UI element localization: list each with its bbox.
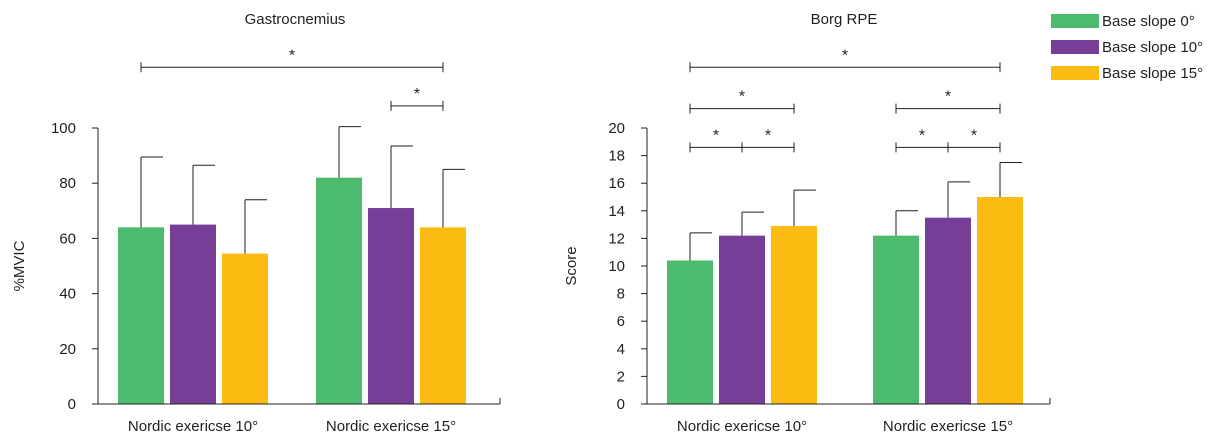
significance-label-3: * <box>765 127 771 144</box>
y-tick-label: 40 <box>59 286 76 303</box>
y-tick-label: 80 <box>59 175 76 192</box>
significance-label-1: * <box>739 89 745 106</box>
y-tick-label: 4 <box>617 341 625 358</box>
y-tick-label: 10 <box>608 258 625 275</box>
x-tick-label: Nordic exericse 15° <box>883 418 1013 435</box>
significance-label-2: * <box>713 127 719 144</box>
significance-label-4: * <box>945 89 951 106</box>
y-axis-label: Score <box>563 246 580 285</box>
bar-1-0 <box>873 235 919 404</box>
bar-0-1 <box>170 224 216 404</box>
y-tick-label: 0 <box>617 396 625 413</box>
legend-item-base-slope-15: Base slope 15° <box>1051 60 1203 86</box>
significance-label-0: * <box>289 47 295 64</box>
bar-1-1 <box>368 208 414 404</box>
chart-title: Gastrocnemius <box>245 11 346 28</box>
bar-0-0 <box>118 227 164 404</box>
y-tick-label: 60 <box>59 230 76 247</box>
y-tick-label: 2 <box>617 368 625 385</box>
bar-1-1 <box>925 217 971 404</box>
y-tick-label: 0 <box>68 396 76 413</box>
y-axis-label: %MVIC <box>11 240 28 291</box>
bar-0-2 <box>771 225 817 404</box>
bar-0-2 <box>222 253 268 404</box>
significance-label-5: * <box>919 127 925 144</box>
legend-swatch-2 <box>1051 66 1099 80</box>
legend-item-base-slope-0: Base slope 0° <box>1051 8 1203 34</box>
x-tick-label: Nordic exericse 15° <box>326 418 456 435</box>
chart-title: Borg RPE <box>811 11 878 28</box>
legend-item-base-slope-10: Base slope 10° <box>1051 34 1203 60</box>
chart-panel-gastrocnemius: Gastrocnemius %MVIC 0 20 40 60 80 100 Nordic exe… <box>11 11 501 435</box>
bar-1-2 <box>420 227 466 404</box>
legend-swatch-1 <box>1051 40 1099 54</box>
legend-swatch-0 <box>1051 14 1099 28</box>
x-tick-label: Nordic exericse 10° <box>128 418 258 435</box>
y-tick-label: 20 <box>59 341 76 358</box>
legend-label-0: Base slope 0° <box>1102 12 1195 30</box>
bar-0-0 <box>667 260 713 404</box>
legend-label-1: Base slope 10° <box>1102 38 1204 56</box>
significance-label-1: * <box>414 86 420 103</box>
bar-1-2 <box>977 197 1023 404</box>
legend-label-2: Base slope 15° <box>1102 64 1204 82</box>
y-tick-label: 16 <box>608 175 625 192</box>
significance-label-0: * <box>842 47 848 64</box>
y-tick-label: 20 <box>608 120 625 137</box>
y-tick-label: 6 <box>617 313 625 330</box>
legend: Base slope 0° Base slope 10° Base slope … <box>1051 8 1203 86</box>
x-tick-label: Nordic exericse 10° <box>677 418 807 435</box>
y-tick-label: 18 <box>608 148 625 165</box>
y-tick-label: 8 <box>617 286 625 303</box>
y-tick-label: 100 <box>51 120 76 137</box>
y-tick-label: 12 <box>608 230 625 247</box>
significance-label-6: * <box>971 127 977 144</box>
bar-0-1 <box>719 235 765 404</box>
y-tick-label: 14 <box>608 203 625 220</box>
bar-1-0 <box>316 177 362 404</box>
chart-panel-borg-rpe: Borg RPE Score 0 2 4 6 8 10 12 14 16 18 20 Nordic exe… <box>563 11 1051 435</box>
